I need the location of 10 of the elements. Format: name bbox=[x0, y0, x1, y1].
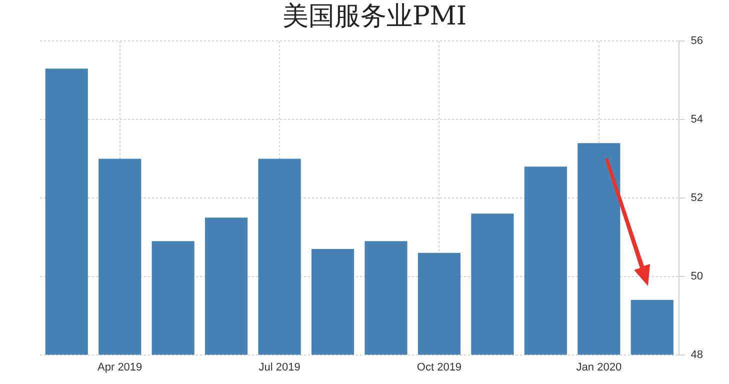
x-tick-label: Oct 2019 bbox=[416, 361, 462, 374]
y-tick-label: 54 bbox=[690, 114, 704, 126]
y-tick-label: 52 bbox=[690, 192, 704, 204]
y-tick-label: 48 bbox=[690, 348, 704, 361]
y-tick-label: 50 bbox=[690, 270, 704, 282]
y-tick-label: 56 bbox=[690, 35, 704, 48]
x-tick-label: Jul 2019 bbox=[258, 361, 300, 374]
x-tick-label: Jan 2020 bbox=[576, 361, 622, 374]
x-tick-label: Apr 2019 bbox=[98, 361, 142, 374]
chart-title: 美国服务业PMI bbox=[282, 1, 467, 32]
